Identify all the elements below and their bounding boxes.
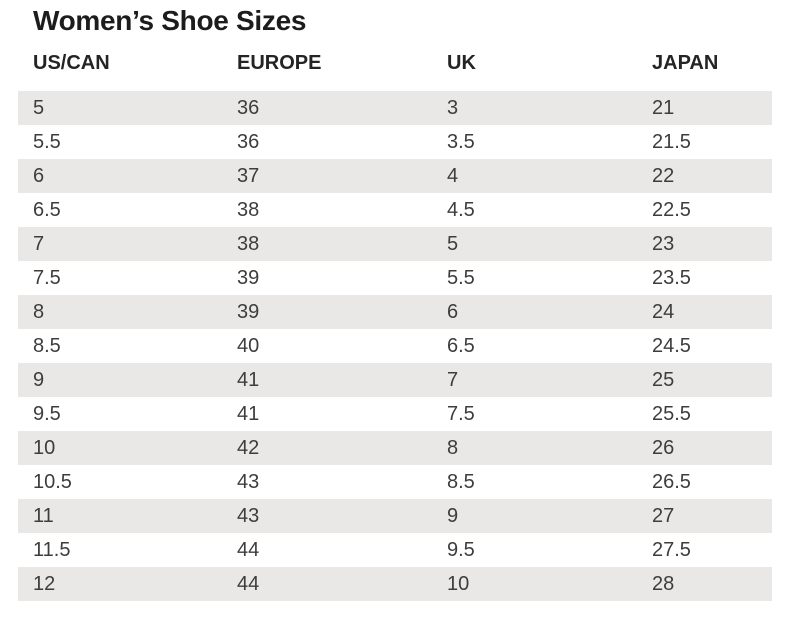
table-cell: 27.5 — [652, 538, 691, 561]
table-cell: 7.5 — [33, 266, 61, 289]
table-cell: 10.5 — [33, 470, 72, 493]
page-title: Women’s Shoe Sizes — [33, 5, 307, 36]
table-row: 10 42 8 26 — [18, 431, 772, 465]
table-cell: 8.5 — [447, 470, 475, 493]
table-cell: 8 — [447, 436, 459, 459]
table-cell: 9.5 — [447, 538, 475, 561]
table-row: 9.5 41 7.5 25.5 — [18, 397, 772, 431]
table-cell: 6 — [447, 300, 459, 323]
table-cell: 3.5 — [447, 130, 475, 153]
table-cell: 44 — [237, 572, 260, 595]
table-cell: 40 — [237, 334, 260, 357]
column-header-us-can: US/CAN — [33, 51, 110, 74]
table-cell: 11 — [33, 504, 54, 527]
table-cell: 22 — [652, 164, 675, 187]
table-cell: 11.5 — [33, 538, 71, 561]
table-cell: 23 — [652, 232, 675, 255]
table-row: 7.5 39 5.5 23.5 — [18, 261, 772, 295]
table-cell: 41 — [237, 368, 260, 391]
table-cell: 6 — [33, 164, 45, 187]
table-cell: 8.5 — [33, 334, 61, 357]
table-cell: 25.5 — [652, 402, 691, 425]
table-cell: 4.5 — [447, 198, 475, 221]
page: Women’s Shoe Sizes US/CAN EUROPE UK JAPAN 5… — [18, 5, 772, 601]
table-cell: 43 — [237, 470, 260, 493]
table-row: 6 37 4 22 — [18, 159, 772, 193]
table-cell: 23.5 — [652, 266, 691, 289]
table-cell: 5 — [447, 232, 459, 255]
table-row: 5 36 3 21 — [18, 91, 772, 125]
table-row: 11.5 44 9.5 27.5 — [18, 533, 772, 567]
table-cell: 8 — [33, 300, 45, 323]
table-cell: 24 — [652, 300, 675, 323]
table-row: 5.5 36 3.5 21.5 — [18, 125, 772, 159]
table-cell: 41 — [237, 402, 260, 425]
table-row: 7 38 5 23 — [18, 227, 772, 261]
table-cell: 42 — [237, 436, 260, 459]
table-cell: 21.5 — [652, 130, 691, 153]
table-cell: 43 — [237, 504, 260, 527]
table-cell: 5.5 — [447, 266, 475, 289]
table-cell: 36 — [237, 130, 260, 153]
shoe-size-table: US/CAN EUROPE UK JAPAN 5 36 3 21 5.5 36 3.5 21.5 6 3… — [18, 48, 772, 601]
table-row: 8 39 6 24 — [18, 295, 772, 329]
table-cell: 9 — [33, 368, 45, 391]
table-cell: 26 — [652, 436, 675, 459]
table-row: 12 44 10 28 — [18, 567, 772, 601]
table-cell: 5 — [33, 96, 45, 119]
table-cell: 9.5 — [33, 402, 61, 425]
table-cell: 38 — [237, 232, 260, 255]
table-cell: 6.5 — [33, 198, 61, 221]
table-cell: 39 — [237, 300, 260, 323]
table-cell: 36 — [237, 96, 260, 119]
table-cell: 10 — [447, 572, 470, 595]
table-row: 6.5 38 4.5 22.5 — [18, 193, 772, 227]
table-cell: 39 — [237, 266, 260, 289]
table-cell: 6.5 — [447, 334, 475, 357]
table-cell: 28 — [652, 572, 675, 595]
table-row: 11 43 9 27 — [18, 499, 772, 533]
table-cell: 38 — [237, 198, 260, 221]
table-body: 5 36 3 21 5.5 36 3.5 21.5 6 37 4 22 6.5 38 4.5 22.5 7 38 5… — [18, 91, 772, 601]
table-cell: 24.5 — [652, 334, 691, 357]
table-cell: 7 — [33, 232, 45, 255]
table-cell: 21 — [652, 96, 675, 119]
table-cell: 44 — [237, 538, 260, 561]
table-cell: 12 — [33, 572, 56, 595]
table-cell: 26.5 — [652, 470, 691, 493]
table-header: US/CAN EUROPE UK JAPAN — [18, 48, 772, 91]
header-row: US/CAN EUROPE UK JAPAN — [18, 48, 772, 91]
table-cell: 7.5 — [447, 402, 475, 425]
table-cell: 7 — [447, 368, 459, 391]
table-cell: 37 — [237, 164, 260, 187]
table-cell: 5.5 — [33, 130, 61, 153]
column-header-europe: EUROPE — [237, 51, 322, 74]
table-row: 10.5 43 8.5 26.5 — [18, 465, 772, 499]
table-row: 8.5 40 6.5 24.5 — [18, 329, 772, 363]
table-cell: 4 — [447, 164, 459, 187]
table-cell: 22.5 — [652, 198, 691, 221]
table-cell: 25 — [652, 368, 675, 391]
table-cell: 10 — [33, 436, 56, 459]
table-cell: 9 — [447, 504, 459, 527]
table-cell: 27 — [652, 504, 675, 527]
column-header-japan: JAPAN — [652, 51, 719, 74]
column-header-uk: UK — [447, 51, 476, 74]
table-row: 9 41 7 25 — [18, 363, 772, 397]
table-cell: 3 — [447, 96, 459, 119]
